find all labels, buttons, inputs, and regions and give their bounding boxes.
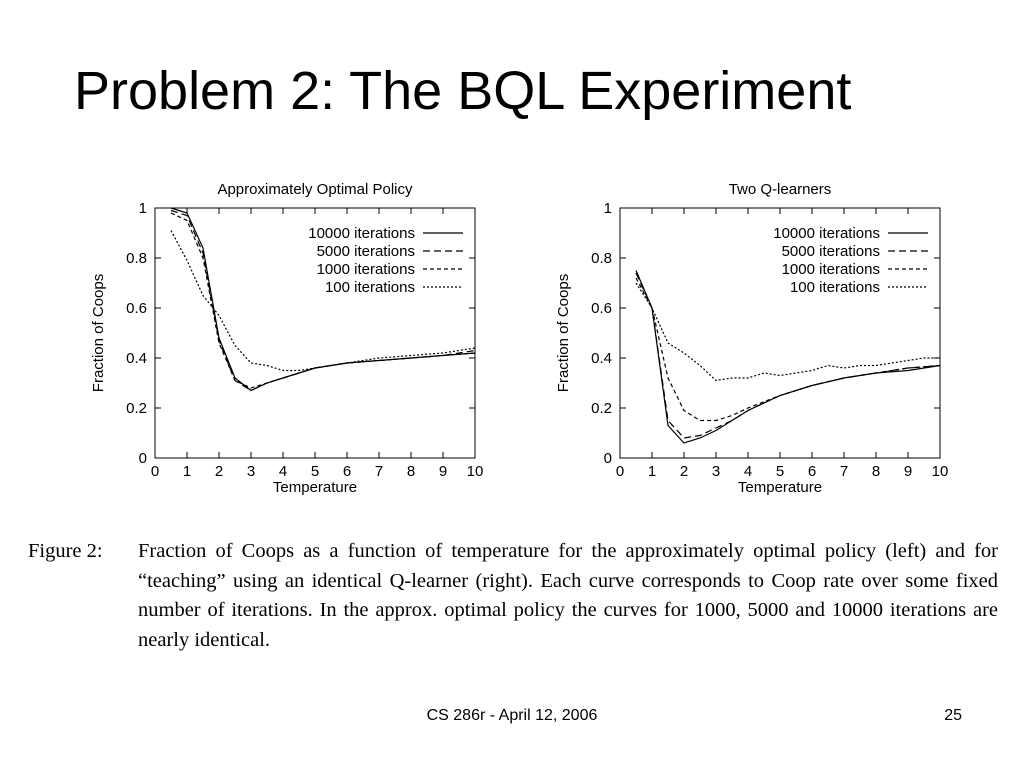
chart-right-xtick-label: 5 [776, 463, 784, 480]
chart-left-legend-label-2: 5000 iterations [317, 243, 415, 260]
slide-title: Problem 2: The BQL Experiment [74, 61, 852, 121]
chart-right-xtick-label: 4 [744, 463, 752, 480]
chart-right-ytick-label: 0 [604, 450, 612, 467]
chart-left-ytick-label: 0.6 [126, 300, 147, 317]
page-number: 25 [944, 707, 962, 724]
chart-left-series-2-line [170, 209, 476, 392]
chart-right-ytick-label: 0.2 [591, 400, 612, 417]
chart-left-legend-label-1: 10000 iterations [308, 225, 415, 242]
chart-right-xtick-label: 7 [840, 463, 848, 480]
chart-right-svg: Two Q-learners 0 1 2 3 4 5 6 7 8 9 10 0 0.2 0.4 0.6 0.8 1… [555, 181, 949, 496]
chart-right-series-1-line [635, 270, 941, 444]
chart-right-legend-label-2: 5000 iterations [782, 243, 880, 260]
chart-left-xtick-label: 4 [279, 463, 287, 480]
chart-left-plot-frame [154, 207, 476, 459]
chart-left-xtick-label: 1 [183, 463, 191, 480]
chart-right-ytick-label: 1 [604, 200, 612, 217]
chart-right-xtick-label: 0 [616, 463, 624, 480]
chart-left-ytick-label: 0.4 [126, 350, 147, 367]
chart-left-xtick-label: 3 [247, 463, 255, 480]
chart-left-series-3-line [170, 212, 476, 389]
chart-right-legend-label-4: 100 iterations [790, 279, 880, 296]
chart-left-ytick-label: 0.8 [126, 250, 147, 267]
chart-left-xtick-label: 10 [467, 463, 484, 480]
chart-right-ytick-label: 0.6 [591, 300, 612, 317]
chart-left-xlabel: Temperature [273, 479, 357, 496]
chart-right: Two Q-learners 0 1 2 3 4 5 6 7 8 9 10 0 0.2 0.4 0.6 0.8 1… [550, 170, 960, 510]
chart-left-xtick-label: 5 [311, 463, 319, 480]
chart-left-legend-label-4: 100 iterations [325, 279, 415, 296]
chart-left-ytick-label: 0.2 [126, 400, 147, 417]
chart-right-ytick-label: 0.8 [591, 250, 612, 267]
chart-right-series-4-line [635, 282, 940, 382]
caption-text: Fraction of Coops as a function of tempe… [138, 540, 998, 651]
chart-right-plot-frame [619, 207, 941, 459]
chart-left-ytick-label: 0 [139, 450, 147, 467]
chart-right-xtick-label: 10 [932, 463, 949, 480]
chart-left-ytick-label: 1 [139, 200, 147, 217]
figure-caption: Figure 2: Fraction of Coops as a functio… [28, 537, 998, 655]
chart-left-xtick-label: 6 [343, 463, 351, 480]
caption-label: Figure 2: [28, 540, 103, 562]
chart-right-xtick-label: 6 [808, 463, 816, 480]
slide-footer: CS 286r - April 12, 2006 [426, 707, 598, 724]
chart-right-series-3-line [635, 277, 941, 422]
chart-right-ytick-label: 0.4 [591, 350, 612, 367]
chart-left-xtick-label: 2 [215, 463, 223, 480]
chart-left: Approximately Optimal Policy 0 1 2 3 4 5 6 7 8 9 10… [85, 170, 495, 510]
chart-right-legend-label-3: 1000 iterations [782, 261, 880, 278]
chart-left-xtick-label: 9 [439, 463, 447, 480]
chart-right-xtick-label: 2 [680, 463, 688, 480]
chart-left-legend-label-3: 1000 iterations [317, 261, 415, 278]
chart-right-xtick-label: 3 [712, 463, 720, 480]
chart-right-title: Two Q-learners [729, 181, 832, 198]
chart-right-legend-label-1: 10000 iterations [773, 225, 880, 242]
chart-right-xtick-label: 8 [872, 463, 880, 480]
chart-right-xtick-label: 1 [648, 463, 656, 480]
chart-right-xtick-label: 9 [904, 463, 912, 480]
chart-left-ylabel: Fraction of Coops [90, 274, 107, 392]
chart-right-series-2-line [635, 272, 941, 439]
chart-left-xtick-label: 0 [151, 463, 159, 480]
chart-right-xlabel: Temperature [738, 479, 822, 496]
chart-left-title: Approximately Optimal Policy [217, 181, 413, 198]
chart-left-series-4-line [170, 230, 476, 372]
chart-left-xtick-label: 8 [407, 463, 415, 480]
chart-right-ylabel: Fraction of Coops [555, 274, 572, 392]
chart-left-xtick-label: 7 [375, 463, 383, 480]
